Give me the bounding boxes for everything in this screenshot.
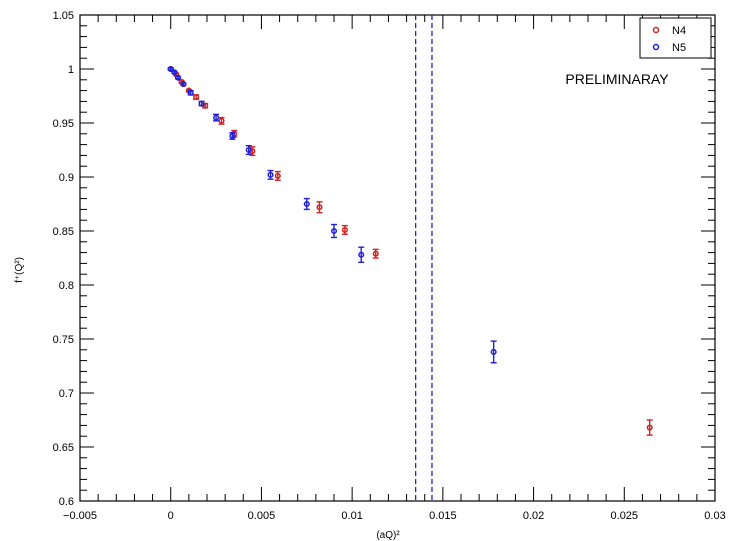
data-point [218, 117, 225, 124]
legend-box [639, 17, 712, 59]
data-point [187, 89, 194, 96]
data-point [372, 250, 379, 257]
series-n5 [167, 65, 497, 364]
y-tick-label: 0.65 [53, 442, 74, 454]
data-point [330, 227, 338, 235]
x-tick-label: 0.03 [704, 510, 725, 522]
x-tick-label: 0.02 [523, 510, 544, 522]
legend-label-n4: N4 [672, 25, 686, 37]
x-tick-label: 0.01 [341, 510, 362, 522]
legend-marker-n4 [652, 26, 660, 34]
legend-label-n5: N5 [672, 42, 686, 54]
data-point [198, 100, 205, 107]
y-tick-label: 0.8 [59, 280, 74, 292]
annotation-preliminary: PRELIMINARAY [565, 71, 669, 87]
data-point [180, 81, 187, 88]
data-point [358, 251, 365, 258]
data-point [245, 146, 252, 154]
y-axis-title: f⁺(Q²) [14, 257, 25, 283]
y-tick-label: 0.95 [53, 118, 74, 130]
legend-marker-n5 [652, 43, 660, 51]
data-point [174, 74, 182, 81]
y-tick-label: 1.05 [53, 10, 74, 22]
x-tick-label: 0.005 [248, 510, 276, 522]
plot-frame [79, 14, 716, 502]
vertical-lines-layer [414, 15, 433, 501]
y-tick-label: 0.6 [59, 496, 74, 508]
data-point [303, 200, 310, 208]
data-point [193, 94, 200, 101]
x-tick-label: −0.005 [63, 510, 97, 522]
data-point [646, 424, 653, 431]
y-tick-label: 0.85 [53, 226, 74, 238]
data-point [167, 65, 174, 73]
data-point [229, 132, 236, 140]
y-tick-label: 0.75 [53, 334, 74, 346]
legend: N4 N5 [639, 17, 712, 59]
data-point [171, 69, 178, 76]
x-tick-label: 0 [168, 510, 174, 522]
data-point [267, 171, 274, 178]
data-point [316, 204, 323, 211]
x-tick-label: 0.015 [429, 510, 457, 522]
y-tick-label: 0.9 [59, 172, 74, 184]
data-point [341, 226, 348, 233]
y-tick-label: 1 [68, 64, 74, 76]
ticks-layer: −0.005 0 0.005 0.01 0.015 0.02 0.025 0.03 0.6 0.6… [53, 10, 726, 522]
x-tick-label: 0.025 [611, 510, 639, 522]
data-point [490, 348, 497, 356]
y-tick-label: 0.7 [59, 388, 74, 400]
points-layer [167, 65, 653, 436]
data-point [213, 114, 220, 121]
data-point [274, 172, 281, 179]
x-axis-title: (aQ)² [376, 530, 400, 541]
